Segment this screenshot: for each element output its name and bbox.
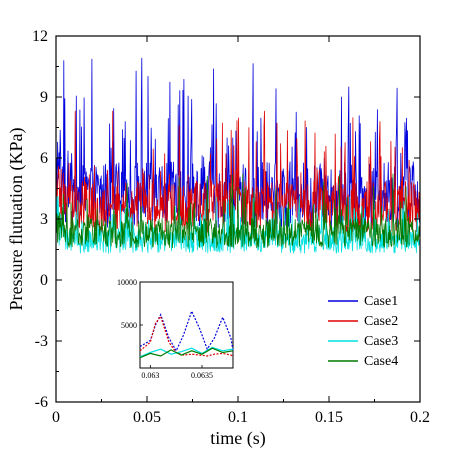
- y-tick-label: 3: [40, 211, 48, 228]
- legend-label-case1: Case1: [364, 294, 398, 309]
- inset-series-case1: [139, 309, 234, 353]
- axes-layer: 0 0.05 0.1 0.15 0.2 -6 -3 0 3 6 9 12: [32, 28, 430, 426]
- y-tick-label: 9: [40, 89, 48, 106]
- inset-x-tick-label: 0.063: [141, 371, 159, 380]
- inset-series-case3: [139, 346, 234, 358]
- legend-label-case4: Case4: [364, 354, 398, 369]
- legend: Case1 Case2 Case3 Case4: [328, 294, 398, 369]
- y-tick-label: 0: [40, 272, 48, 289]
- y-tick-label: 6: [40, 150, 48, 167]
- legend-label-case2: Case2: [364, 314, 398, 329]
- x-tick-label: 0.1: [228, 409, 248, 426]
- y-axis-title: Pressure flutuation (KPa): [6, 128, 27, 311]
- series-line-case4: [55, 173, 421, 249]
- inset-y-tick-label: 10000: [117, 278, 137, 287]
- inset-chart: 0.063 0.0635 5000 10000: [117, 278, 234, 380]
- x-tick-label: 0.05: [133, 409, 161, 426]
- inset-series-case2: [139, 315, 234, 357]
- x-axis-title: time (s): [210, 428, 266, 449]
- series-layer: [55, 57, 421, 254]
- inset-x-tick-label: 0.0635: [191, 371, 213, 380]
- y-tick-label: 12: [32, 28, 48, 45]
- y-tick-label: -6: [35, 394, 48, 411]
- x-tick-label: 0.15: [315, 409, 343, 426]
- inset-series-case4: [139, 347, 234, 359]
- x-tick-label: 0: [52, 409, 60, 426]
- y-tick-label: -3: [35, 333, 48, 350]
- x-tick-label: 0.2: [410, 409, 430, 426]
- inset-y-tick-label: 5000: [121, 321, 137, 330]
- legend-label-case3: Case3: [364, 334, 398, 349]
